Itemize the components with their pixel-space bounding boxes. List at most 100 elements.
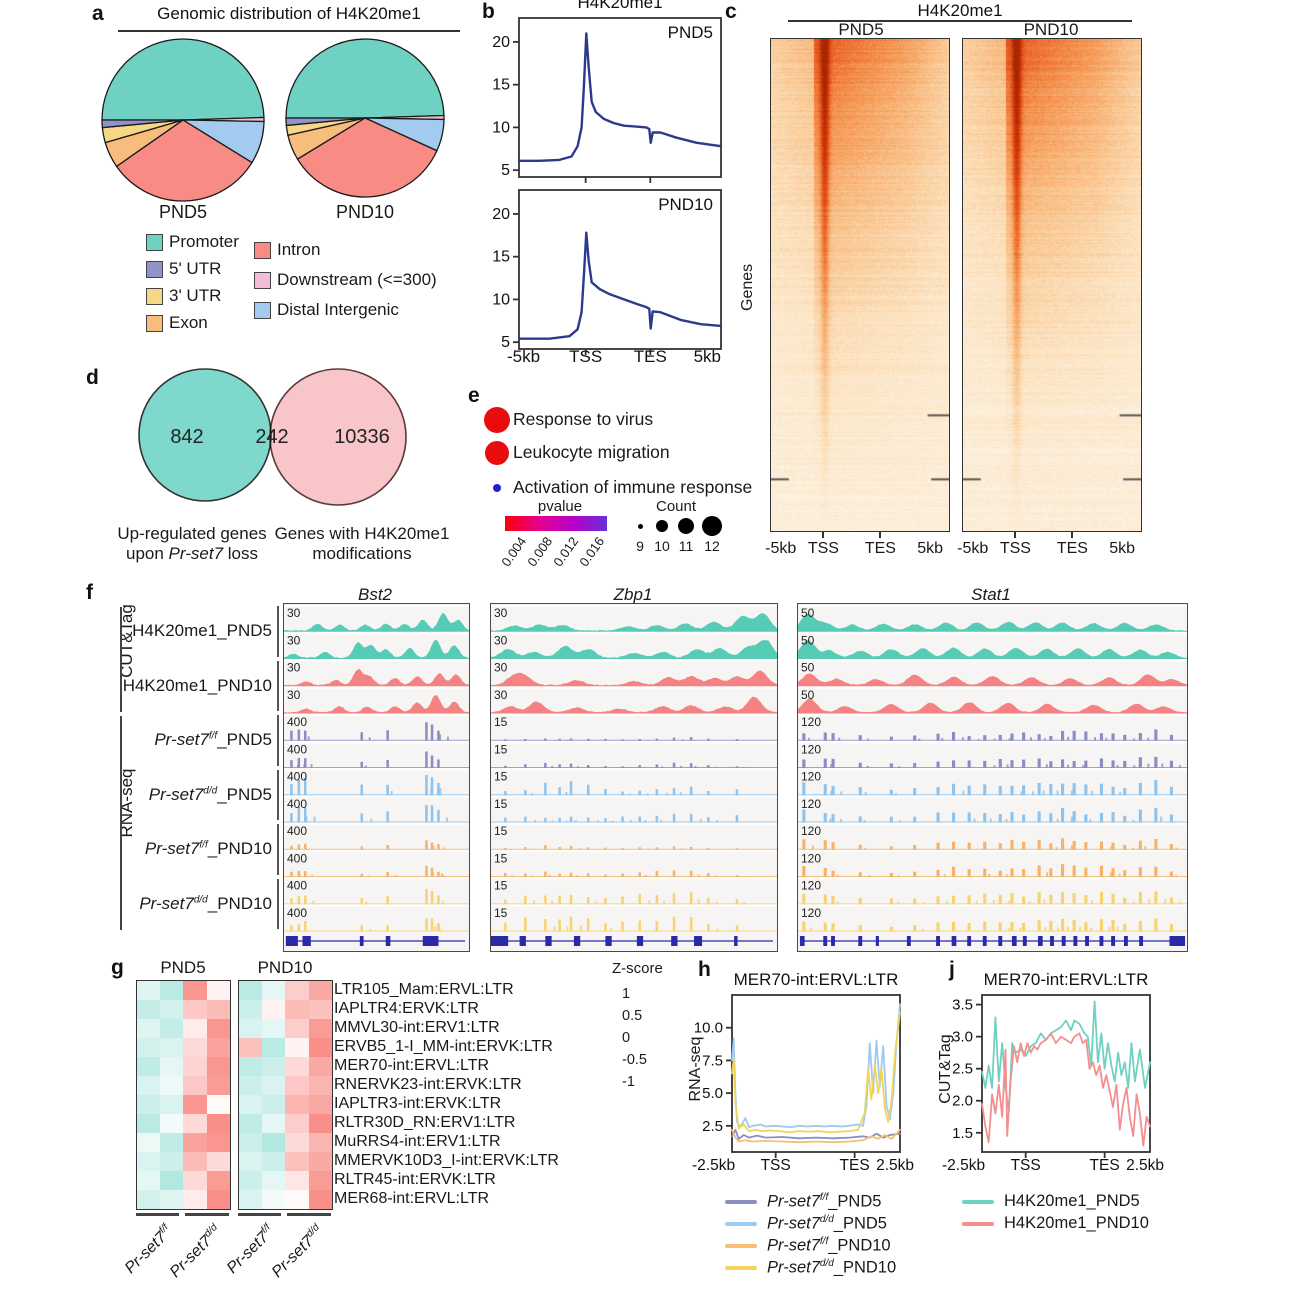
track-group-label: Pr-set7d/d_PND5 bbox=[148, 784, 272, 804]
legend-line-swatch bbox=[725, 1243, 757, 1248]
heatmap-cell bbox=[160, 1076, 184, 1095]
rnaseq-peak bbox=[1072, 730, 1076, 741]
rnaseq-peak bbox=[504, 817, 507, 823]
rnaseq-peak bbox=[1010, 868, 1014, 877]
track-scale: 120 bbox=[801, 879, 821, 893]
rnaseq-peak bbox=[707, 923, 710, 932]
rnaseq-peak bbox=[889, 789, 893, 796]
rnaseq-peak bbox=[1061, 864, 1065, 877]
rnaseq-peak bbox=[967, 895, 971, 905]
legend-line-swatch bbox=[962, 1199, 994, 1204]
svg-text:5kb: 5kb bbox=[694, 347, 721, 364]
track-pair-bracket bbox=[277, 606, 279, 657]
rnaseq-peak bbox=[735, 789, 739, 796]
g-header-pnd5: PND5 bbox=[160, 958, 206, 977]
zscore-tick: -0.5 bbox=[622, 1052, 647, 1068]
rnaseq-peak bbox=[1010, 785, 1014, 796]
rnaseq-peak bbox=[360, 873, 363, 877]
cutandtag-signal bbox=[798, 613, 1187, 632]
gene-exon bbox=[906, 936, 911, 946]
rnaseq-peak bbox=[913, 925, 917, 932]
heatmap-ylabel-genes: Genes bbox=[739, 263, 756, 311]
rnaseq-peak bbox=[1099, 919, 1104, 932]
rnaseq-peak bbox=[936, 733, 940, 741]
rnaseq-peak bbox=[936, 896, 940, 905]
rnaseq-peak bbox=[913, 898, 917, 905]
rnaseq-peak bbox=[1154, 807, 1158, 823]
track-scale: 50 bbox=[801, 606, 815, 620]
svg-text:-2.5kb: -2.5kb bbox=[692, 1157, 735, 1174]
rnaseq-peak bbox=[1123, 844, 1127, 850]
rnaseq-peak bbox=[297, 924, 301, 932]
rnaseq-peak bbox=[1138, 840, 1142, 850]
rnaseq-peak bbox=[504, 899, 507, 905]
go-term-label: Activation of immune response bbox=[513, 477, 753, 497]
heatmap-cell bbox=[137, 1133, 161, 1152]
rnaseq-peak bbox=[1049, 894, 1053, 905]
rnaseq-peak bbox=[1037, 920, 1041, 932]
rnaseq-peak bbox=[558, 873, 561, 877]
heatmap-cell bbox=[308, 1152, 332, 1171]
repeat-row-label: IAPLTR4:ERVK:LTR bbox=[334, 1000, 479, 1017]
rnaseq-peak bbox=[936, 812, 940, 823]
pvalue-legend-title: pvalue bbox=[537, 498, 583, 515]
rnaseq-peak bbox=[304, 730, 307, 741]
rnaseq-peak bbox=[707, 873, 710, 877]
panel-c-title: H4K20me1 bbox=[917, 1, 1003, 20]
repeat-row-label: MER70-int:ERVL:LTR bbox=[334, 1057, 490, 1074]
rnaseq-peak bbox=[998, 843, 1002, 850]
series-line bbox=[731, 1128, 901, 1144]
rnaseq-peak bbox=[831, 896, 835, 905]
heatmap-cell bbox=[285, 1000, 309, 1019]
rnaseq-peak bbox=[1111, 760, 1115, 768]
heatmap-cell bbox=[262, 1114, 286, 1133]
svg-text:TSS: TSS bbox=[1011, 1157, 1041, 1174]
repeat-row-label: MER68-int:ERVL:LTR bbox=[334, 1190, 490, 1207]
rnaseq-peak bbox=[290, 730, 293, 741]
heatmap-cell bbox=[262, 1057, 286, 1076]
rnaseq-peak bbox=[304, 871, 307, 877]
heatmap-cell bbox=[239, 981, 263, 1000]
track-group-label: Pr-set7f/f_PND10 bbox=[144, 839, 272, 859]
rnaseq-peak bbox=[360, 813, 363, 823]
rnaseq-peak bbox=[1037, 892, 1041, 905]
rnaseq-peak bbox=[1037, 783, 1041, 796]
legend-swatch bbox=[146, 260, 163, 278]
rnaseq-peak bbox=[290, 898, 293, 905]
track-scale: 30 bbox=[287, 661, 301, 675]
rnaseq-peak bbox=[689, 892, 693, 905]
gene-exon bbox=[1085, 936, 1089, 946]
rnaseq-peak bbox=[1154, 918, 1158, 932]
panel-letter-f: f bbox=[86, 581, 93, 604]
rnaseq-peak bbox=[569, 872, 573, 877]
cutandtag-signal bbox=[798, 698, 1187, 714]
track-scale: 30 bbox=[287, 606, 301, 620]
heatmap-cell bbox=[137, 1171, 161, 1190]
legend-swatch bbox=[146, 314, 163, 332]
rnaseq-peak bbox=[655, 815, 659, 823]
gene-exon bbox=[936, 936, 940, 946]
gene-column-bst2: 30 30 30 30 400 400 400 400 400 400 400 400 bbox=[283, 603, 470, 952]
track-scale: 15 bbox=[494, 824, 508, 838]
rnaseq-peak bbox=[1154, 866, 1158, 877]
rnaseq-peak bbox=[1154, 729, 1158, 741]
track-scale: 30 bbox=[494, 688, 508, 702]
heatmap-cell bbox=[308, 1076, 332, 1095]
rnaseq-peak bbox=[1138, 757, 1142, 768]
rnaseq-peak bbox=[558, 919, 561, 932]
rnaseq-peak bbox=[1099, 865, 1104, 877]
pie-slice bbox=[101, 119, 184, 129]
heatmap-tick-label: -5kb bbox=[957, 540, 989, 557]
rnaseq-peak bbox=[1022, 785, 1026, 796]
rnaseq-peak bbox=[952, 922, 956, 932]
legend-swatch bbox=[254, 241, 271, 259]
heatmap-cell bbox=[262, 1171, 286, 1190]
rnaseq-peak bbox=[437, 844, 440, 850]
rnaseq-peak bbox=[858, 816, 862, 823]
rnaseq-peak bbox=[621, 848, 624, 850]
heatmap-cell bbox=[239, 1114, 263, 1133]
panel-letter-g: g bbox=[111, 956, 124, 979]
rnaseq-peak bbox=[1111, 812, 1115, 823]
rnaseq-peak bbox=[290, 813, 293, 823]
heatmap-cell bbox=[239, 1095, 263, 1114]
